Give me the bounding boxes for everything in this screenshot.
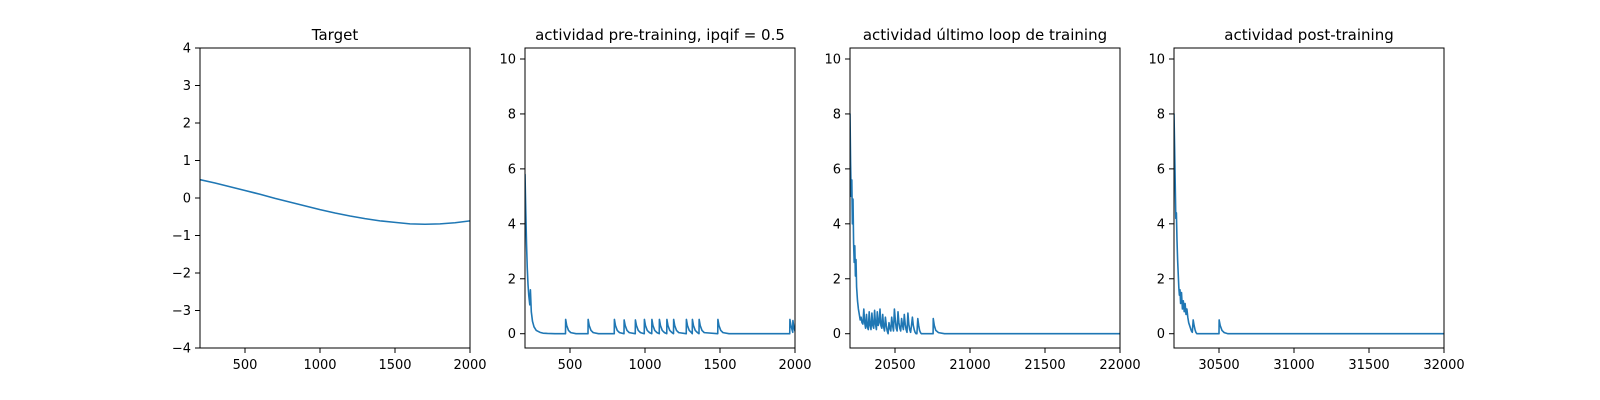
y-tick-label: 10 bbox=[824, 52, 841, 67]
y-tick-label: −1 bbox=[172, 229, 191, 244]
y-tick-label: 8 bbox=[833, 107, 841, 122]
y-tick-label: 8 bbox=[508, 107, 516, 122]
axes-frame bbox=[199, 47, 471, 349]
y-tick-label: 10 bbox=[499, 52, 516, 67]
y-tick-label: 0 bbox=[183, 192, 191, 207]
y-tick-label: −3 bbox=[172, 304, 191, 319]
y-tick-label: 2 bbox=[1157, 272, 1165, 287]
axis-ticks: 500 1000 1500 2000 −4 −3 −2 −1 0 1 2 3 4 bbox=[172, 42, 487, 374]
y-tick-label: −4 bbox=[172, 342, 191, 357]
x-tick-label: 1500 bbox=[378, 358, 411, 373]
subplot-post-training: actividad post-training 30500 31000 31500 3… bbox=[1148, 26, 1464, 373]
axes-frame bbox=[1173, 47, 1445, 349]
axis-ticks: 20500 21000 21500 22000 0 2 4 6 8 10 bbox=[824, 52, 1140, 373]
series-line bbox=[525, 173, 795, 335]
x-tick-label: 32000 bbox=[1423, 358, 1464, 373]
y-tick-label: 4 bbox=[183, 42, 191, 57]
subplot-title: actividad post-training bbox=[1224, 26, 1393, 44]
subplot-pre-training: actividad pre-training, ipqif = 0.5 500 1… bbox=[499, 26, 811, 373]
subplot-title: actividad pre-training, ipqif = 0.5 bbox=[535, 26, 785, 44]
subplot-title: Target bbox=[311, 26, 359, 44]
x-tick-label: 31000 bbox=[1273, 358, 1314, 373]
subplot-ultimo-loop: actividad último loop de training 20500 2… bbox=[824, 26, 1140, 373]
x-tick-label: 2000 bbox=[778, 358, 811, 373]
y-tick-label: 0 bbox=[508, 327, 516, 342]
y-tick-label: 2 bbox=[508, 272, 516, 287]
x-tick-label: 1000 bbox=[303, 358, 336, 373]
subplot-target: Target 500 1000 1500 2000 −4 −3 −2 −1 0 1 2 3 4 bbox=[172, 26, 487, 373]
x-tick-label: 500 bbox=[558, 358, 583, 373]
y-tick-label: 8 bbox=[1157, 107, 1165, 122]
y-tick-label: 6 bbox=[833, 162, 841, 177]
y-tick-label: 6 bbox=[1157, 162, 1165, 177]
axis-ticks: 500 1000 1500 2000 0 2 4 6 8 10 bbox=[499, 52, 811, 373]
series-line bbox=[850, 113, 1120, 335]
y-tick-label: 0 bbox=[1157, 327, 1165, 342]
x-tick-label: 1500 bbox=[703, 358, 736, 373]
x-tick-label: 21000 bbox=[949, 358, 990, 373]
x-tick-label: 31500 bbox=[1348, 358, 1389, 373]
y-tick-label: 1 bbox=[183, 154, 191, 169]
y-tick-label: 6 bbox=[508, 162, 516, 177]
y-tick-label: 3 bbox=[183, 79, 191, 94]
y-tick-label: 4 bbox=[1157, 217, 1165, 232]
series-line bbox=[1174, 113, 1444, 335]
y-tick-label: −2 bbox=[172, 267, 191, 282]
subplot-title: actividad último loop de training bbox=[863, 26, 1107, 44]
y-tick-label: 2 bbox=[833, 272, 841, 287]
y-tick-label: 2 bbox=[183, 117, 191, 132]
axes-frame bbox=[524, 47, 796, 349]
x-tick-label: 500 bbox=[233, 358, 258, 373]
x-tick-label: 2000 bbox=[453, 358, 486, 373]
y-tick-label: 4 bbox=[508, 217, 516, 232]
y-tick-label: 4 bbox=[833, 217, 841, 232]
x-tick-label: 30500 bbox=[1198, 358, 1239, 373]
y-tick-label: 10 bbox=[1148, 52, 1165, 67]
x-tick-label: 20500 bbox=[874, 358, 915, 373]
series-line bbox=[200, 178, 470, 226]
x-tick-label: 22000 bbox=[1099, 358, 1140, 373]
axes-frame bbox=[849, 47, 1121, 349]
y-tick-label: 0 bbox=[833, 327, 841, 342]
axis-ticks: 30500 31000 31500 32000 0 2 4 6 8 10 bbox=[1148, 52, 1464, 373]
x-tick-label: 21500 bbox=[1024, 358, 1065, 373]
x-tick-label: 1000 bbox=[628, 358, 661, 373]
